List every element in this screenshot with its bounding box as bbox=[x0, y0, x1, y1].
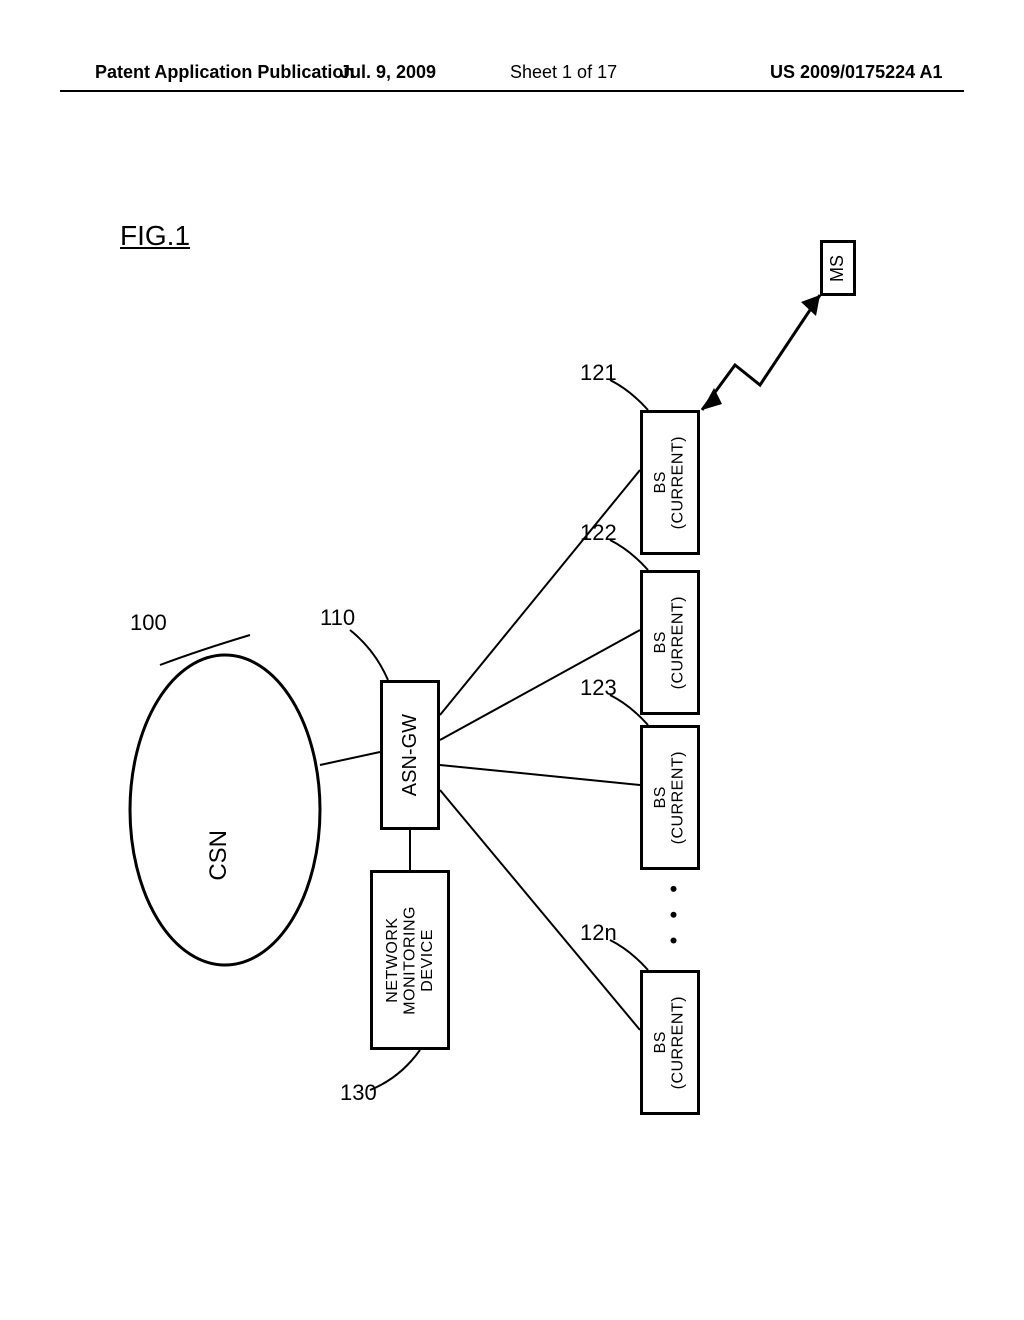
header-pubno: US 2009/0175224 A1 bbox=[770, 62, 942, 83]
csn-label: CSN bbox=[205, 830, 233, 881]
ms-label: MS bbox=[828, 255, 848, 282]
diagram-svg bbox=[120, 210, 880, 1110]
bs-label-2: BS(CURRENT) bbox=[652, 596, 687, 689]
asn-gw-ref: 110 bbox=[320, 605, 355, 631]
header-rule bbox=[60, 90, 964, 92]
figure-area: FIG.1 bbox=[120, 210, 880, 1110]
bs-label-3: BS(CURRENT) bbox=[652, 751, 687, 844]
bs-ref-3: 123 bbox=[580, 675, 617, 701]
bs-label-n: BS(CURRENT) bbox=[652, 996, 687, 1089]
network-monitoring-label: NETWORK MONITORING DEVICE bbox=[384, 906, 437, 1015]
header-date: Jul. 9, 2009 bbox=[340, 62, 436, 83]
bs-ref-2: 122 bbox=[580, 520, 617, 546]
network-monitoring-ref: 130 bbox=[340, 1080, 377, 1106]
bs-box-n: BS(CURRENT) bbox=[640, 970, 700, 1115]
header-sheet: Sheet 1 of 17 bbox=[510, 62, 617, 83]
bs-ellipsis: • • • bbox=[660, 885, 686, 950]
header-publication: Patent Application Publication bbox=[95, 62, 354, 83]
bs-label-1: BS(CURRENT) bbox=[652, 436, 687, 529]
bs-ref-1: 121 bbox=[580, 360, 617, 386]
bs-box-2: BS(CURRENT) bbox=[640, 570, 700, 715]
csn-ref: 100 bbox=[130, 610, 167, 636]
asn-gw-label: ASN-GW bbox=[399, 714, 421, 796]
page: Patent Application Publication Jul. 9, 2… bbox=[0, 0, 1024, 1320]
asn-gw-box: ASN-GW bbox=[380, 680, 440, 830]
bs-box-3: BS(CURRENT) bbox=[640, 725, 700, 870]
network-monitoring-box: NETWORK MONITORING DEVICE bbox=[370, 870, 450, 1050]
bs-ref-n: 12n bbox=[580, 920, 617, 946]
bs-box-1: BS(CURRENT) bbox=[640, 410, 700, 555]
ms-box: MS bbox=[820, 240, 856, 296]
figure-title: FIG.1 bbox=[120, 220, 190, 252]
